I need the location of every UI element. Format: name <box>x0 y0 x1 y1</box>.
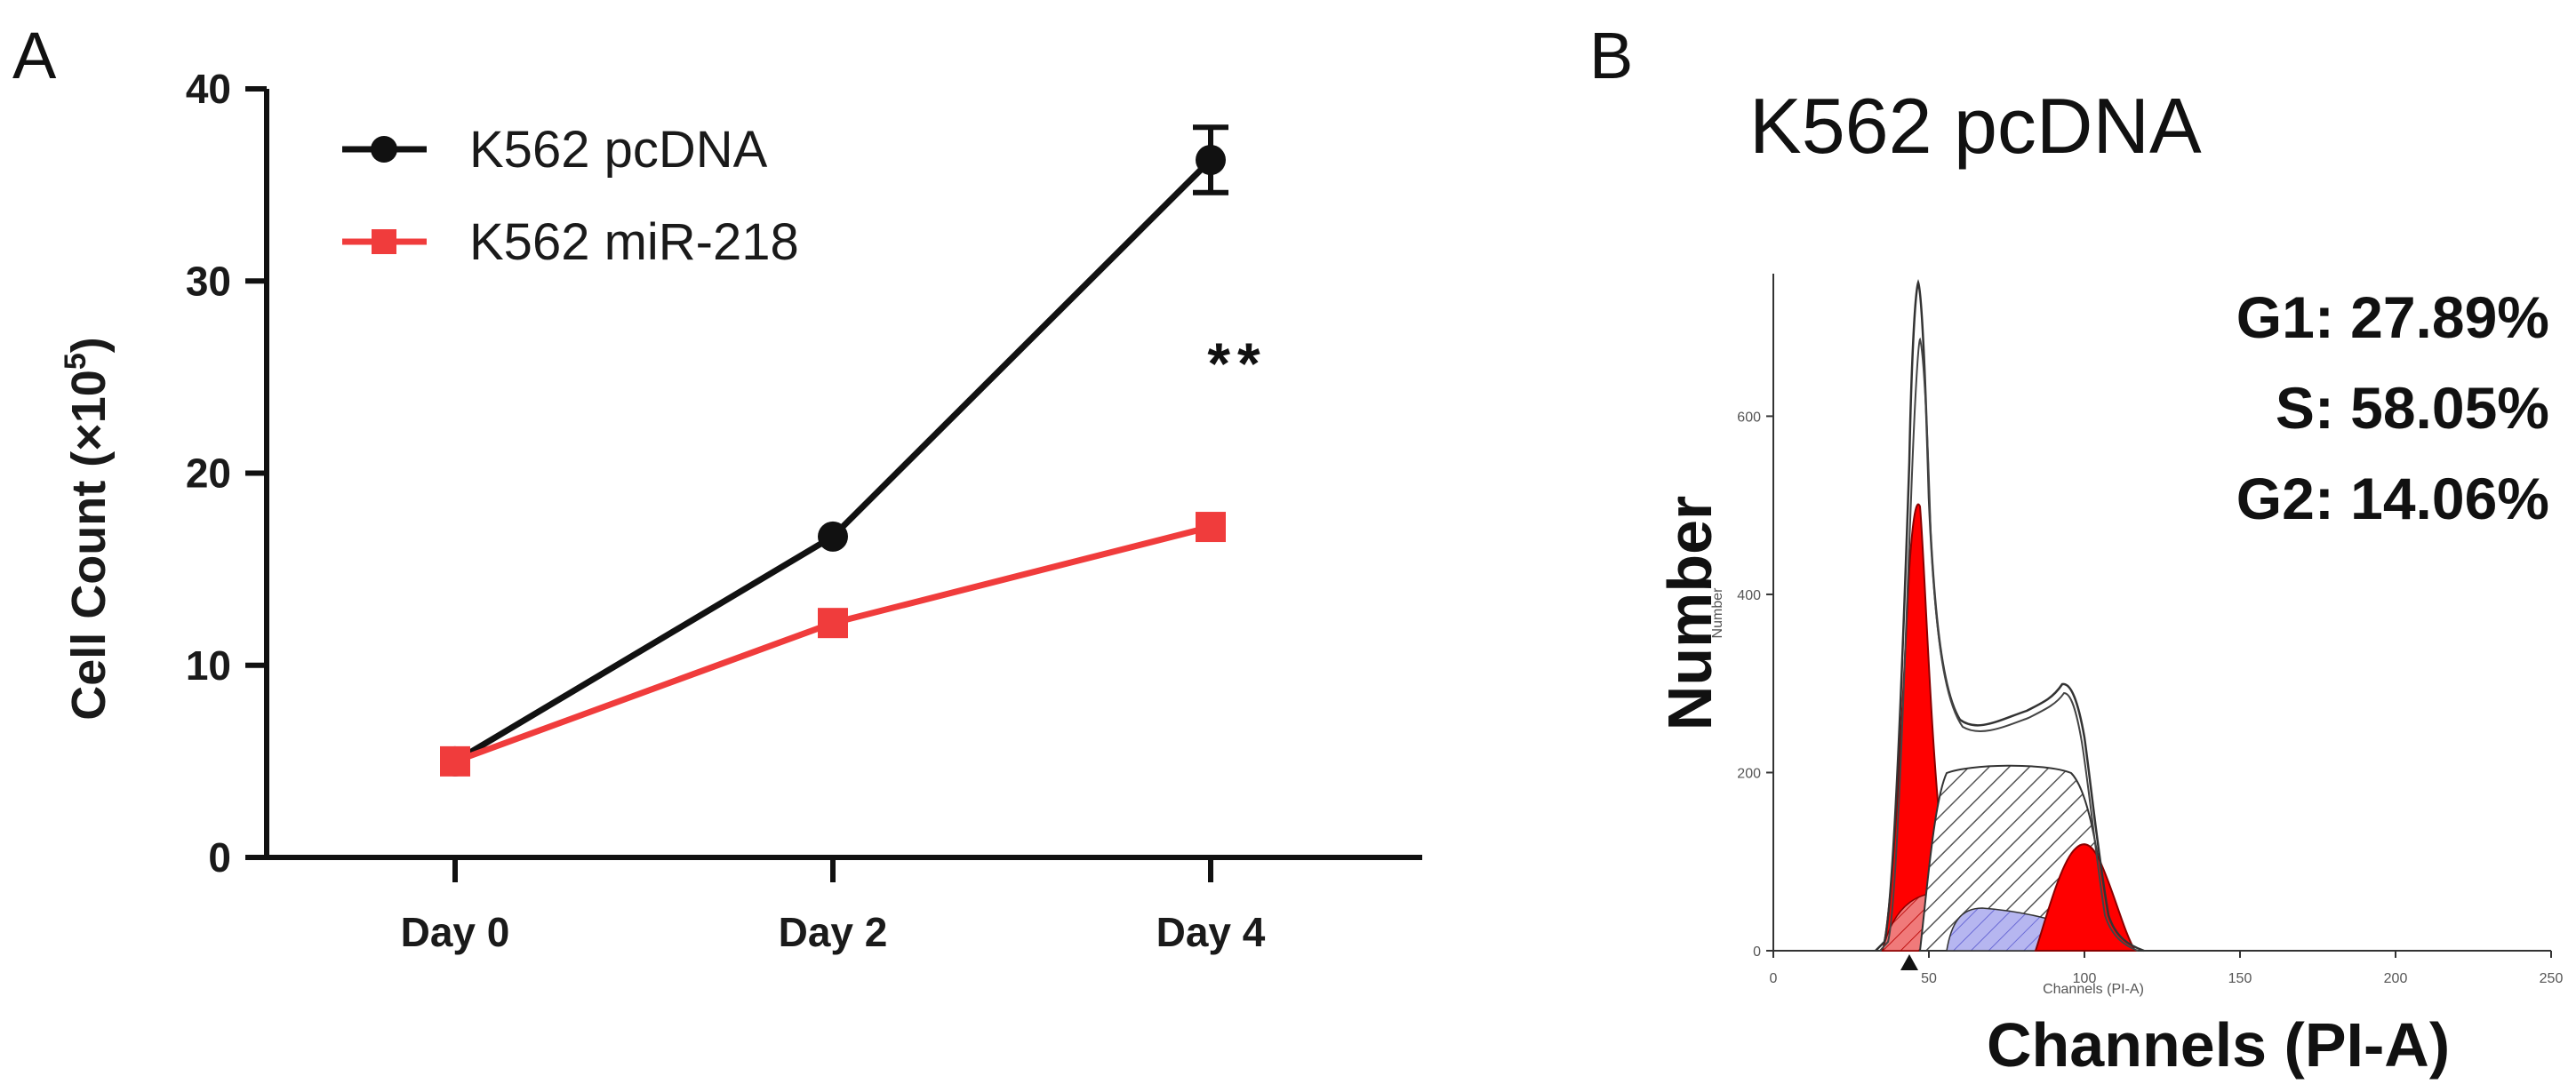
significance-annotation: ** <box>1207 331 1267 396</box>
histogram-x-small-label: Channels (PI-A) <box>2043 982 2144 997</box>
legend-marker-mir218 <box>372 229 396 254</box>
panel-a-x-tick-label: Day 0 <box>401 909 510 955</box>
data-point-mir218 <box>1196 512 1226 543</box>
panel-a-y-axis-label: Cell Count (×105) <box>59 337 116 720</box>
data-point-pcdna <box>818 521 848 552</box>
histogram-y-tick-label: 600 <box>1737 410 1761 425</box>
stat-s: S: 58.05% <box>2276 375 2549 441</box>
histogram-fit-outline <box>1879 337 2139 952</box>
histogram-y-tick-label: 0 <box>1753 945 1761 960</box>
panel-a-series <box>440 124 1228 777</box>
panel-a-x-tick-label: Day 2 <box>779 909 888 955</box>
stat-g1: G1: 27.89% <box>2236 284 2549 350</box>
legend-label-mir218: K562 miR-218 <box>469 213 799 271</box>
histogram-title: K562 pcDNA <box>1749 82 2202 170</box>
panel-label-a: A <box>12 19 57 92</box>
histogram-y-tick-label: 400 <box>1737 588 1761 603</box>
panel-a-y-tick-label: 20 <box>186 450 231 497</box>
histogram-x-ticks: 0 50 100 150 200 250 <box>1770 951 2564 986</box>
panel-a-axes <box>264 89 1422 860</box>
legend-marker-pcdna <box>371 136 397 163</box>
histogram-y-small-label: Number <box>1710 587 1725 639</box>
panel-a-line-chart: 0 10 20 30 40 Day 0 Day 2 Day 4 Cell Count (×1… <box>59 66 1422 955</box>
panel-a-legend: K562 pcDNA K562 miR-218 <box>342 121 799 271</box>
panel-b-histogram: K562 pcDNA 0 200 400 600 0 50 100 150 200 250 Ch… <box>1655 82 2563 1080</box>
data-point-mir218 <box>818 608 848 639</box>
panel-a-y-tick-label: 0 <box>208 834 231 881</box>
panel-label-b: B <box>1589 19 1633 92</box>
data-point-pcdna <box>1196 145 1226 176</box>
panel-a-y-tick-label: 10 <box>186 642 231 689</box>
histogram-peak-marker <box>1900 954 1918 970</box>
data-point-mir218 <box>440 745 470 777</box>
histogram-x-tick-label: 150 <box>2228 971 2252 986</box>
histogram-x-tick-label: 0 <box>1770 971 1778 986</box>
histogram-y-label: Number <box>1655 496 1724 730</box>
histogram-x-tick-label: 100 <box>2073 971 2097 986</box>
g2-component <box>2034 843 2137 952</box>
stat-g2: G2: 14.06% <box>2236 466 2549 531</box>
histogram-x-label: Channels (PI-A) <box>1987 1010 2450 1080</box>
panel-a-y-tick-label: 30 <box>186 258 231 304</box>
histogram-x-tick-label: 250 <box>2540 971 2564 986</box>
panel-a-x-ticks: Day 0 Day 2 Day 4 <box>401 857 1266 955</box>
legend-label-pcdna: K562 pcDNA <box>469 121 768 179</box>
histogram-x-tick-label: 50 <box>1921 971 1937 986</box>
histogram-y-ticks: 0 200 400 600 <box>1737 410 1773 960</box>
series-line-1 <box>453 523 1212 765</box>
histogram-y-tick-label: 200 <box>1737 766 1761 781</box>
panel-a-y-tick-label: 40 <box>186 66 231 112</box>
panel-a-x-tick-label: Day 4 <box>1156 909 1266 955</box>
panel-a-y-ticks: 0 10 20 30 40 <box>186 66 267 881</box>
histogram-x-tick-label: 200 <box>2384 971 2408 986</box>
